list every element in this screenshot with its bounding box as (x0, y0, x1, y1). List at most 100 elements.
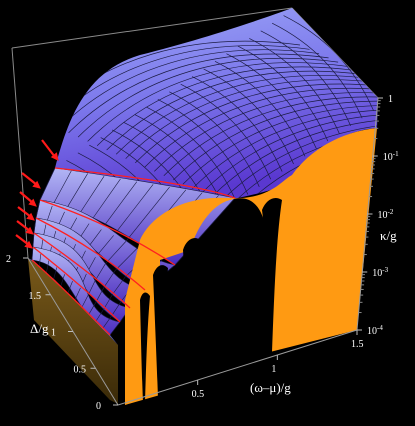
mesh-line-b (96, 66, 358, 146)
mesh-line-a (237, 45, 329, 142)
arrow-shaft (21, 172, 38, 186)
band-mesh-line (105, 241, 127, 265)
arrow-head (26, 212, 35, 221)
mesh-line-a (157, 99, 249, 195)
band-mesh-line (88, 280, 96, 295)
band-mesh-line (103, 270, 116, 288)
y-tick-label: 0.5 (74, 364, 87, 375)
band-mesh-line (60, 274, 65, 288)
band-mesh-line (101, 181, 138, 230)
resonance-line-1 (54, 167, 236, 199)
z-tick-label: 1 (388, 94, 393, 105)
cut-face-groove-2 (183, 238, 200, 398)
mesh-line-a (203, 68, 294, 165)
mesh-line-a (214, 61, 306, 157)
mesh-line-b (163, 96, 378, 176)
arrow-head (32, 180, 41, 189)
band-mesh-line (115, 247, 139, 271)
resonance-line-6 (31, 259, 111, 336)
mesh-line-a (226, 53, 317, 149)
band-mesh-line (96, 287, 105, 302)
mesh-line-b (106, 70, 367, 151)
z-tick-exponent: -3 (382, 266, 388, 274)
band-mesh-line (35, 199, 41, 219)
band-mesh-line (112, 276, 126, 295)
x-axis-label: (ω–μ)/g (250, 380, 291, 395)
band-mesh-line (52, 267, 58, 281)
z-tick-label: 10-4 (367, 324, 383, 337)
mesh-line-b (134, 83, 378, 164)
y-tick-label: 1 (51, 328, 56, 339)
z-tick-label: 10-3 (372, 266, 388, 279)
band-mesh-line (52, 170, 72, 207)
mesh-line-a (111, 129, 203, 200)
band-mesh-line (76, 176, 105, 218)
resonance-arrows (15, 139, 59, 249)
band-mesh-line (109, 321, 121, 336)
resonance-line-3 (35, 217, 146, 291)
mesh-line-a (123, 121, 214, 200)
x-tick-label: 0.5 (192, 389, 205, 400)
surface-top (55, 8, 378, 200)
mesh-line-b (201, 113, 378, 194)
arrow-shaft (15, 234, 30, 246)
mesh-line-a (180, 83, 272, 180)
mesh-line-b (220, 122, 378, 200)
mesh-line-b (77, 57, 339, 138)
band-mesh-line (102, 315, 113, 329)
band-mesh-line (103, 294, 113, 309)
band-mesh-line (38, 253, 42, 267)
z-axis-label: κ/g (380, 228, 397, 243)
mesh-line-a (271, 22, 363, 119)
arrow-shaft (16, 220, 31, 232)
band-mesh-line (88, 178, 121, 224)
y-tick-label: 0 (96, 401, 101, 412)
mesh-line-b (211, 117, 378, 198)
band-mesh-line (31, 246, 34, 261)
x-tick-label: 1.5 (351, 339, 364, 350)
band-mesh-line (88, 301, 97, 315)
arrow-head (24, 240, 33, 249)
mesh-line-a (100, 137, 192, 200)
arrow-shaft (17, 206, 32, 218)
cut-face-groove-3 (153, 265, 168, 398)
cut-face (125, 128, 377, 405)
mesh-line-a (249, 38, 340, 134)
mesh-line-a (169, 91, 260, 187)
arrow-head (50, 152, 59, 161)
x-tick-label: 1 (271, 364, 276, 375)
cut-face-main (125, 128, 377, 405)
mesh-line-b (144, 87, 378, 168)
mesh-line-a (146, 106, 237, 200)
surface (55, 8, 378, 200)
arrow-shaft (19, 191, 34, 204)
mesh-line-b (173, 100, 378, 181)
band-mesh-line (125, 186, 170, 242)
band-mesh-line (67, 280, 73, 295)
band-mesh-line (74, 287, 81, 302)
y-tick-label: 2 (6, 254, 11, 265)
band-mesh-line (33, 217, 37, 234)
x-axis: 0.5 1 1.5 (192, 330, 364, 400)
z-tick-exponent: -4 (377, 324, 383, 332)
mesh-line-b (68, 53, 329, 134)
mesh-line-b (125, 79, 378, 159)
band-mesh-line (95, 308, 105, 322)
mesh-line-b (58, 49, 320, 129)
band-mesh-line (94, 263, 106, 281)
surface-mesh (55, 8, 378, 200)
mesh-line-a (191, 76, 283, 172)
cut-face-groove-4 (140, 292, 150, 402)
band-mesh-line (111, 301, 122, 316)
resonance-line-2 (39, 199, 176, 266)
mesh-line-a (260, 30, 352, 126)
z-tick-label: 10-2 (378, 208, 394, 221)
z-tick-exponent: -2 (388, 208, 394, 216)
mesh-line-b (154, 92, 378, 172)
z-tick-exponent: -1 (393, 150, 399, 158)
cut-face-groove-1 (262, 198, 282, 352)
band-mesh-line (81, 294, 89, 308)
band-mesh-line (113, 184, 154, 236)
y-tick-label: 1.5 (29, 291, 42, 302)
